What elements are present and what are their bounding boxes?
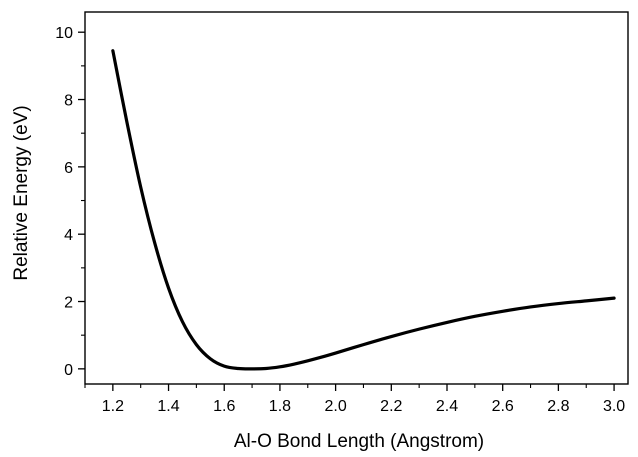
x-tick-label: 2.8 bbox=[547, 398, 569, 415]
x-tick-label: 1.8 bbox=[269, 398, 291, 415]
x-axis-ticks: 1.2 1.4 1.6 1.8 2.0 2.2 2.4 2.6 2.8 3.0 bbox=[84, 384, 625, 415]
y-tick-label: 8 bbox=[64, 93, 73, 110]
x-tick-label: 3.0 bbox=[603, 398, 625, 415]
x-tick-label: 2.0 bbox=[324, 398, 346, 415]
x-tick-label: 2.4 bbox=[436, 398, 458, 415]
x-axis-title: Al-O Bond Length (Angstrom) bbox=[234, 431, 484, 452]
plot-frame bbox=[84, 11, 629, 385]
energy-curve-line bbox=[111, 49, 616, 371]
y-tick-label: 0 bbox=[64, 362, 73, 379]
y-tick-label: 10 bbox=[55, 25, 73, 42]
y-tick-label: 4 bbox=[64, 227, 73, 244]
plot-border bbox=[84, 11, 629, 385]
y-tick-label: 6 bbox=[64, 160, 73, 177]
x-tick-label: 2.2 bbox=[380, 398, 402, 415]
x-tick-label: 1.4 bbox=[157, 398, 179, 415]
x-tick-label: 1.2 bbox=[102, 398, 124, 415]
x-tick-label: 2.6 bbox=[492, 398, 514, 415]
y-axis-title: Relative Energy (eV) bbox=[11, 105, 32, 280]
y-axis-ticks: 0 2 4 6 8 10 bbox=[55, 25, 85, 379]
y-tick-label: 2 bbox=[64, 295, 73, 312]
x-tick-label: 1.6 bbox=[213, 398, 235, 415]
series-layer bbox=[111, 49, 616, 371]
